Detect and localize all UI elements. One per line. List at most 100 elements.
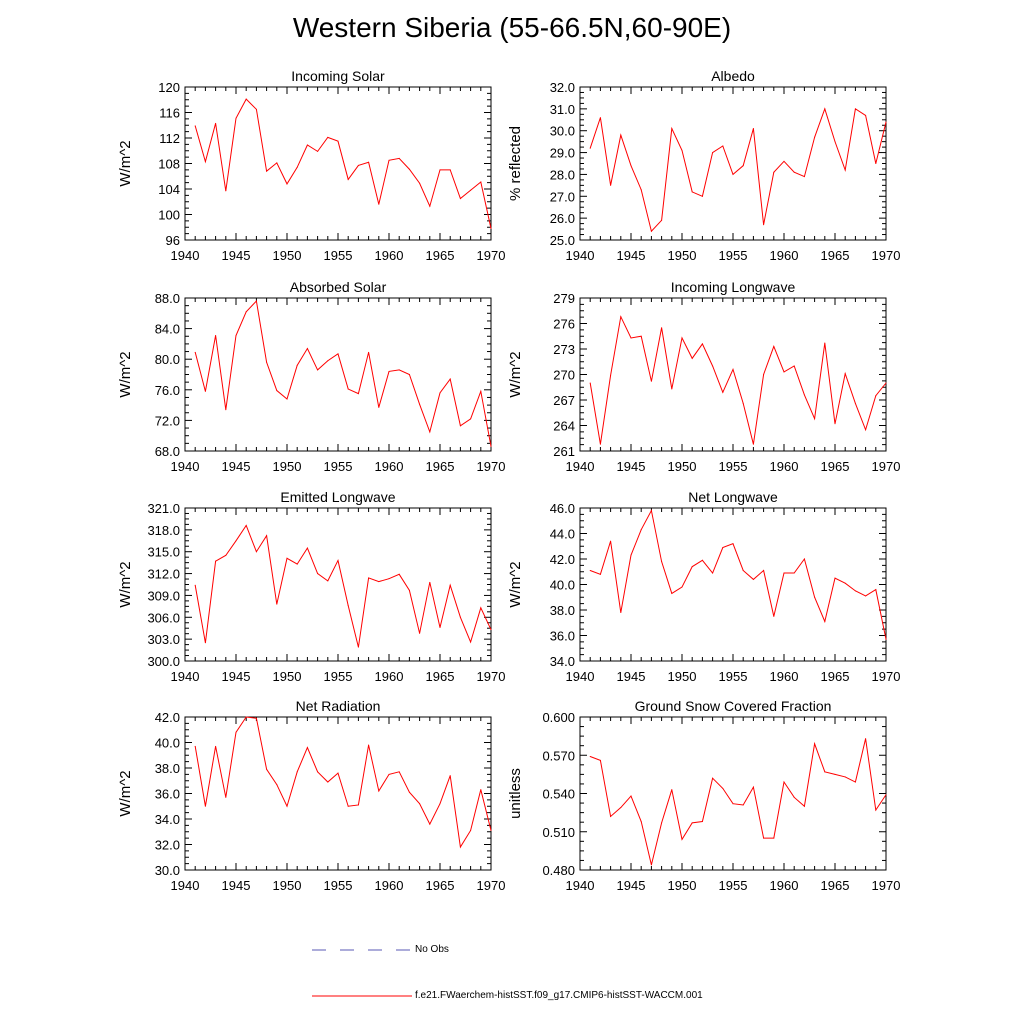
data-point [742, 165, 744, 167]
data-point [854, 590, 856, 592]
y-tick-label: 44.0 [550, 527, 575, 542]
y-tick-label: 40.0 [155, 736, 180, 751]
data-point [490, 445, 492, 447]
data-point [854, 402, 856, 404]
series-line [194, 524, 492, 648]
data-point [599, 573, 601, 575]
data-point [844, 582, 846, 584]
data-point [419, 182, 421, 184]
data-point [204, 642, 206, 644]
data-point [814, 136, 816, 138]
y-tick-label: 318.0 [147, 523, 180, 538]
x-tick-label: 1945 [617, 878, 646, 893]
data-point [306, 347, 308, 349]
data-point [225, 554, 227, 556]
series-line [590, 738, 887, 866]
x-tick-label: 1950 [668, 248, 697, 263]
y-tick-label: 29.0 [550, 146, 575, 161]
data-point [783, 781, 785, 783]
data-point [589, 382, 591, 384]
data-point [286, 805, 288, 807]
data-point [378, 581, 380, 583]
data-point [763, 837, 765, 839]
data-point [470, 189, 472, 191]
data-point [490, 228, 492, 230]
x-tick-label: 1965 [426, 459, 455, 474]
data-point [225, 190, 227, 192]
y-tick-label: 32.0 [550, 80, 575, 95]
data-point [701, 559, 703, 561]
panel-ground-snow-covered-fraction: Ground Snow Covered Fraction unitless 1940… [507, 698, 900, 893]
data-point [589, 569, 591, 571]
panel-absorbed-solar: Absorbed Solar W/m^2 1940 1945 1950 1955 1960 1… [117, 279, 505, 474]
x-tick-label: 1950 [273, 669, 302, 684]
x-tick-label: 1945 [222, 878, 251, 893]
data-point [681, 149, 683, 151]
data-point [875, 809, 877, 811]
data-point [419, 403, 421, 405]
x-tick-label: 1960 [375, 248, 404, 263]
data-point [276, 162, 278, 164]
x-tick-label: 1960 [770, 248, 799, 263]
y-axis-label: W/m^2 [507, 351, 524, 397]
data-point [671, 128, 673, 130]
x-tick-label: 1965 [821, 878, 850, 893]
data-point [742, 804, 744, 806]
x-tick-label: 1960 [375, 459, 404, 474]
data-point [712, 777, 714, 779]
data-point [712, 152, 714, 154]
data-point [661, 561, 663, 563]
y-tick-label: 84.0 [155, 322, 180, 337]
data-point [286, 183, 288, 185]
data-point [368, 744, 370, 746]
y-tick-label: 31.0 [550, 102, 575, 117]
data-point [245, 98, 247, 100]
x-tick-label: 1965 [426, 878, 455, 893]
data-point [194, 125, 196, 127]
data-point [276, 603, 278, 605]
y-tick-label: 0.480 [542, 863, 575, 878]
y-tick-label: 267 [553, 393, 575, 408]
x-tick-label: 1950 [273, 459, 302, 474]
data-point [378, 203, 380, 205]
series-line [589, 315, 887, 445]
data-point [429, 205, 431, 207]
data-point [681, 838, 683, 840]
data-point [296, 563, 298, 565]
x-tick-label: 1940 [171, 459, 200, 474]
data-point [480, 181, 482, 183]
data-point [854, 781, 856, 783]
data-point [640, 529, 642, 531]
data-point [630, 337, 632, 339]
data-point [408, 374, 410, 375]
data-point [276, 784, 278, 786]
data-point [266, 535, 268, 537]
data-point [722, 145, 724, 147]
data-point [599, 759, 601, 761]
x-tick-label: 1955 [719, 669, 748, 684]
x-tick-label: 1970 [477, 669, 506, 684]
data-point [194, 351, 196, 353]
data-point [742, 402, 744, 404]
data-point [732, 803, 734, 805]
data-point [439, 626, 441, 628]
panel-title: Incoming Solar [291, 68, 385, 84]
data-point [317, 573, 319, 575]
data-point [459, 425, 461, 427]
y-tick-label: 321.0 [147, 501, 180, 516]
data-point [610, 540, 612, 542]
x-tick-label: 1960 [770, 669, 799, 684]
data-point [854, 108, 856, 110]
data-point [398, 573, 400, 575]
data-point [691, 566, 693, 568]
panel-title: Ground Snow Covered Fraction [635, 698, 832, 714]
data-point [630, 795, 632, 797]
data-point [245, 524, 247, 526]
data-point [419, 803, 421, 805]
data-point [306, 144, 308, 146]
data-point [245, 716, 247, 718]
data-point [793, 171, 795, 173]
data-point [630, 165, 632, 167]
data-point [317, 369, 319, 371]
